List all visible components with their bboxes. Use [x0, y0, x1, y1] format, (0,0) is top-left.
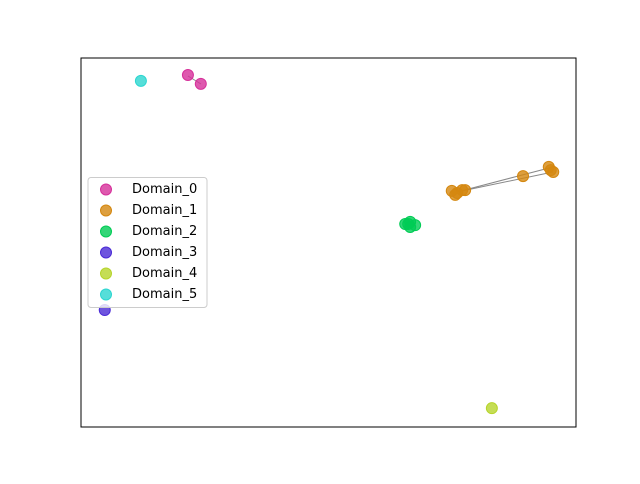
point: [134, 74, 147, 87]
point: [181, 68, 194, 81]
legend-label: Domain_4: [132, 266, 197, 281]
legend-marker: [100, 183, 112, 196]
legend-marker: [100, 204, 112, 217]
point: [485, 402, 498, 415]
legend-label: Domain_3: [132, 245, 197, 260]
legend-label: Domain_2: [132, 224, 197, 239]
legend-label: Domain_0: [132, 182, 197, 197]
plot-frame: [80, 57, 577, 428]
point: [517, 170, 530, 183]
point: [459, 184, 472, 197]
legend-marker: [100, 267, 112, 280]
legend-label: Domain_5: [132, 287, 197, 302]
point: [402, 218, 415, 231]
point: [194, 77, 207, 90]
edge: [456, 167, 550, 193]
legend-marker: [100, 246, 112, 259]
legend-marker: [100, 225, 112, 238]
legend-box: [87, 177, 208, 308]
legend-marker: [100, 288, 112, 301]
point: [449, 188, 462, 201]
edge: [456, 171, 554, 193]
legend-label: Domain_1: [132, 203, 197, 218]
point: [547, 166, 560, 179]
